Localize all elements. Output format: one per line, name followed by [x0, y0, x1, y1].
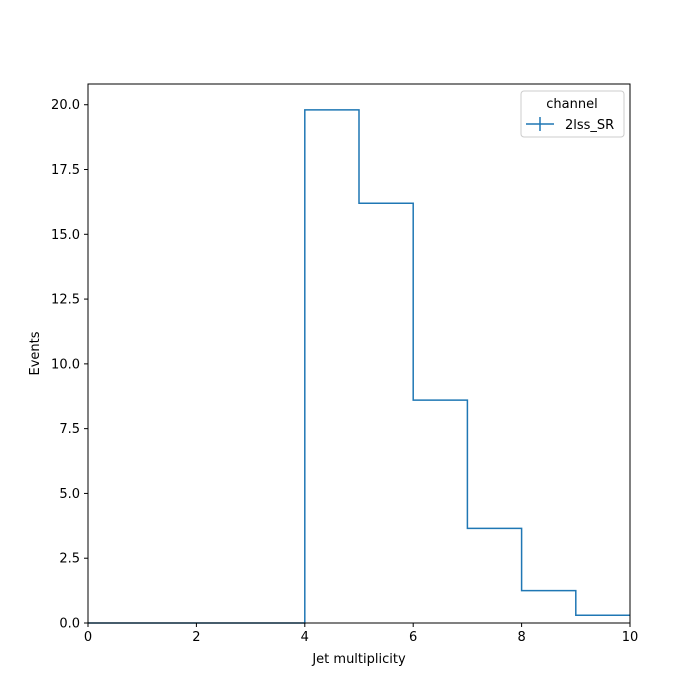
y-tick-label: 0.0	[59, 617, 80, 632]
y-tick-label: 15.0	[51, 228, 80, 243]
y-tick-label: 17.5	[51, 163, 80, 178]
y-tick-label: 7.5	[59, 422, 80, 437]
x-tick-label: 6	[409, 630, 417, 645]
axes-frame	[87, 83, 631, 624]
y-tick-label: 10.0	[51, 357, 80, 372]
axes: 0 2 4 6 8 10 0.0 2.5 5.0 7.5 10.0 12.5 15.0 17.5 20.0	[51, 83, 639, 645]
legend-title: channel	[546, 97, 597, 112]
x-tick-label: 0	[84, 630, 92, 645]
x-tick-label: 8	[517, 630, 525, 645]
y-tick-label: 20.0	[51, 98, 80, 113]
x-tick-label: 2	[192, 630, 200, 645]
x-tick-label: 10	[622, 630, 639, 645]
y-tick-label: 5.0	[59, 487, 80, 502]
plot-area	[88, 109, 630, 624]
x-tick-label: 4	[301, 630, 309, 645]
x-axis-title: Jet multiplicity	[311, 652, 406, 667]
y-tick-label: 12.5	[51, 293, 80, 308]
y-tick-label: 2.5	[59, 552, 80, 567]
histogram-step-series-2lss_SR	[88, 109, 630, 624]
y-axis-title: Events	[28, 331, 43, 375]
legend: channel 2lss_SR	[520, 90, 625, 138]
legend-box	[520, 90, 625, 138]
legend-entry-label: 2lss_SR	[565, 118, 614, 133]
